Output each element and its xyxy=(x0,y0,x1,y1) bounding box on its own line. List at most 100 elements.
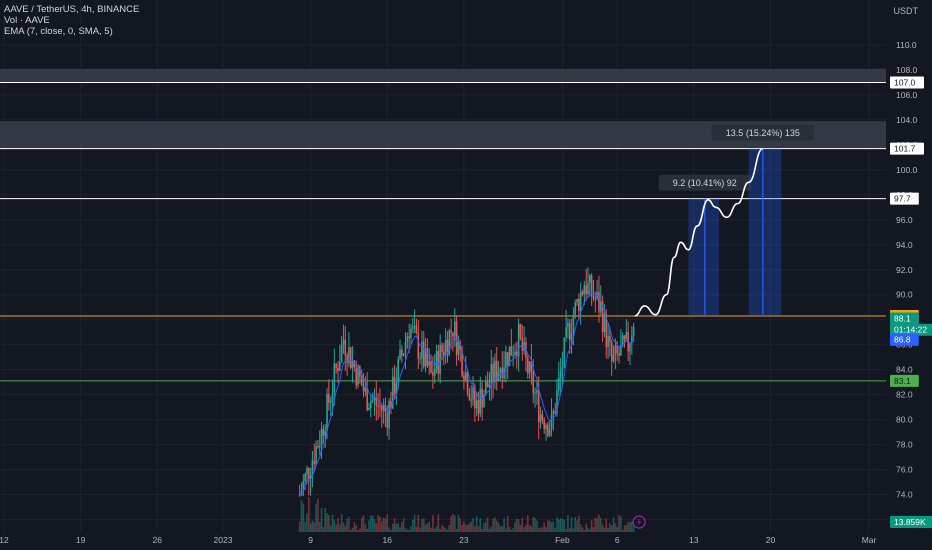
candle-body xyxy=(424,348,427,367)
price-tag-box xyxy=(890,192,919,205)
volume-indicator-label[interactable]: Vol · AAVE xyxy=(4,15,50,26)
volume-bar xyxy=(501,526,504,532)
volume-bar xyxy=(526,515,529,532)
price-tick-label: 90.0 xyxy=(896,290,913,300)
candle-body xyxy=(351,360,354,368)
candle-body xyxy=(382,405,385,411)
candle-body xyxy=(402,353,405,356)
volume-bar xyxy=(382,517,385,532)
candle-body xyxy=(552,411,555,415)
candle-body xyxy=(461,349,463,376)
volume-bar xyxy=(353,522,356,532)
volume-bar xyxy=(568,527,571,532)
volume-bar xyxy=(567,515,569,532)
volume-bar xyxy=(401,521,403,532)
volume-bar xyxy=(505,528,507,532)
candle-body xyxy=(450,330,452,333)
measure-label: 13.5 (15.24%) 135 xyxy=(726,128,800,138)
volume-bar xyxy=(399,527,401,532)
price-tag-box xyxy=(890,76,924,89)
candle-body xyxy=(554,411,556,414)
candle-body xyxy=(510,346,513,356)
volume-bar xyxy=(322,526,325,532)
candle-body xyxy=(530,361,533,372)
volume-bar xyxy=(364,524,367,532)
volume-bar xyxy=(536,520,538,532)
volume-bar xyxy=(304,522,306,532)
candle-body xyxy=(632,327,635,336)
volume-bar xyxy=(373,519,376,532)
volume-bar xyxy=(559,518,562,532)
volume-bar xyxy=(632,525,635,532)
lightning-circle xyxy=(632,515,646,529)
candle-body xyxy=(333,363,336,393)
measure-boxes[interactable]: 9.2 (10.41%) 92 13.5 (15.24%) 135 xyxy=(658,124,815,316)
candle-body xyxy=(514,351,516,356)
candle-body xyxy=(590,275,593,296)
price-tick-label: 94.0 xyxy=(896,240,913,250)
candle-body xyxy=(391,376,394,409)
volume-bar xyxy=(439,529,441,532)
candle-body xyxy=(346,355,348,364)
candle-body xyxy=(432,372,434,376)
volume-bar xyxy=(620,516,622,532)
candle-body xyxy=(578,298,580,312)
candle-body xyxy=(521,338,524,351)
candle-body xyxy=(494,360,496,383)
candle-body xyxy=(541,414,544,420)
lightning-icon[interactable] xyxy=(632,515,646,529)
candle-body xyxy=(463,375,465,381)
price-tag-box xyxy=(890,323,932,336)
volume-bar xyxy=(461,524,463,532)
volume-bar xyxy=(495,520,498,532)
volume-bar xyxy=(587,527,589,532)
volume-bar xyxy=(331,514,334,532)
candle-body xyxy=(373,397,376,400)
candle-body xyxy=(618,353,620,356)
candle-body xyxy=(570,333,573,340)
candle-body xyxy=(335,363,337,368)
price-tag-label: 101.7 xyxy=(894,144,916,154)
volume-bar xyxy=(472,518,474,532)
price-tag-box xyxy=(890,312,919,325)
time-tick-label: 19 xyxy=(76,535,86,545)
volume-bar xyxy=(318,521,321,532)
candle-body xyxy=(505,352,507,368)
candle-body xyxy=(614,345,617,355)
time-tick-label: 26 xyxy=(153,535,163,545)
candle-body xyxy=(526,357,529,374)
volume-bar xyxy=(625,524,628,532)
candle-body xyxy=(579,291,582,312)
volume-bar xyxy=(579,524,582,532)
ema-indicator-label[interactable]: EMA (7, close, 0, SMA, 5) xyxy=(4,26,113,37)
volume-bar xyxy=(616,527,618,532)
candle-body xyxy=(317,446,319,448)
symbol-title[interactable]: AAVE / TetherUS, 4h, BINANCE xyxy=(4,4,140,15)
candle-body xyxy=(486,381,489,388)
candle-body xyxy=(379,405,381,407)
projection-curve xyxy=(634,147,764,317)
volume-bar xyxy=(534,517,536,532)
price-tag-label: 88.1 xyxy=(894,313,911,323)
projection-path[interactable] xyxy=(634,147,764,317)
candle-body xyxy=(516,351,518,357)
candle-body xyxy=(501,368,504,378)
price-tag-label: 83.1 xyxy=(894,376,911,386)
volume-bar xyxy=(470,521,472,532)
candle-body xyxy=(574,302,577,317)
time-axis[interactable]: 12 19 26 2023 9 16 23 Feb 6 13 20 Mar xyxy=(0,535,877,545)
candle-body xyxy=(329,400,332,403)
candle-body xyxy=(607,335,609,347)
volume-bar xyxy=(576,520,578,532)
volume-bar xyxy=(371,515,374,532)
candle-body xyxy=(368,407,370,410)
volume-bar xyxy=(565,529,567,532)
candle-body xyxy=(366,387,368,410)
volume-bar xyxy=(355,525,358,532)
candle-body xyxy=(370,401,372,408)
time-tick-label: Feb xyxy=(555,535,570,545)
candle-body xyxy=(457,342,460,356)
volume-bar xyxy=(541,527,544,532)
candle-body xyxy=(488,384,491,388)
